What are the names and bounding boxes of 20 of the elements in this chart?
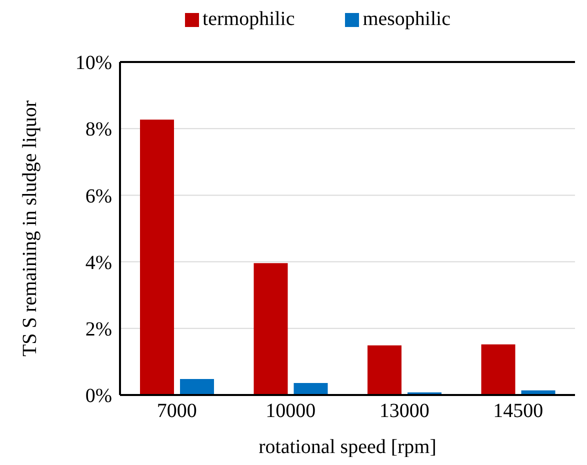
x-tick-label: 7000 <box>156 400 197 422</box>
x-tick-label: 10000 <box>266 400 316 422</box>
bar <box>180 379 214 395</box>
y-tick-label: 2% <box>85 318 112 340</box>
y-tick-label: 0% <box>85 385 112 408</box>
y-tick-label: 6% <box>85 185 112 208</box>
x-tick-label: 13000 <box>379 400 430 422</box>
legend-label: termophilic <box>202 8 295 31</box>
y-tick-label: 4% <box>85 252 112 274</box>
x-tick-label: 14500 <box>493 400 544 422</box>
bar <box>294 383 328 395</box>
bar <box>368 345 402 395</box>
x-axis-title: rotational speed [rpm] <box>258 436 436 458</box>
legend-label: mesophilic <box>362 8 450 31</box>
y-tick-label: 8% <box>85 118 112 141</box>
y-tick-label: 10% <box>75 52 112 74</box>
bar <box>481 344 516 395</box>
bar <box>140 120 174 395</box>
y-axis-title: TS S remaining in sludge liquor <box>19 100 41 357</box>
bar <box>254 263 288 395</box>
